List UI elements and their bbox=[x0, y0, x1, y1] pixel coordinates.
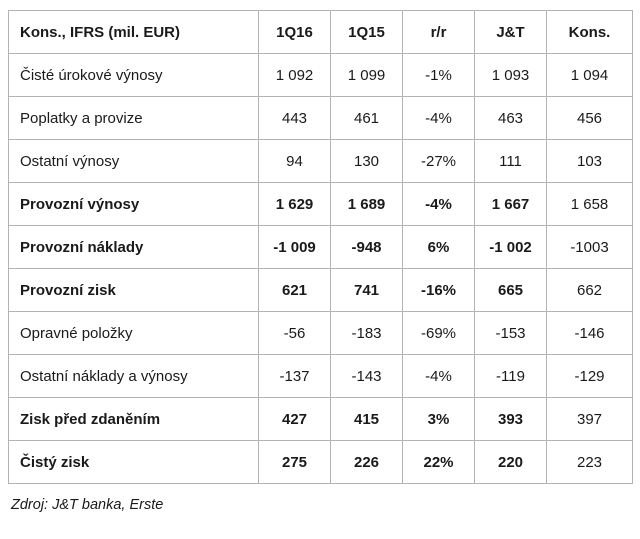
row-label: Provozní výnosy bbox=[8, 182, 259, 226]
table-row: Čistý zisk 275 226 22% 220 223 bbox=[8, 440, 633, 484]
cell-value: -1003 bbox=[546, 225, 633, 269]
row-label: Čistý zisk bbox=[8, 440, 259, 484]
cell-value: 275 bbox=[258, 440, 331, 484]
table-row: Provozní náklady -1 009 -948 6% -1 002 -… bbox=[8, 225, 633, 269]
cell-value: -153 bbox=[474, 311, 547, 355]
cell-value: 621 bbox=[258, 268, 331, 312]
cell-value: -119 bbox=[474, 354, 547, 398]
table-row: Provozní výnosy 1 629 1 689 -4% 1 667 1 … bbox=[8, 182, 633, 226]
header-cell-label: Kons., IFRS (mil. EUR) bbox=[8, 10, 259, 54]
cell-value: 662 bbox=[546, 268, 633, 312]
row-label: Ostatní výnosy bbox=[8, 139, 259, 183]
cell-value: 1 658 bbox=[546, 182, 633, 226]
cell-value: 1 689 bbox=[330, 182, 403, 226]
cell-value: 226 bbox=[330, 440, 403, 484]
cell-value: 223 bbox=[546, 440, 633, 484]
cell-value: -16% bbox=[402, 268, 475, 312]
table-row: Poplatky a provize 443 461 -4% 463 456 bbox=[8, 96, 633, 140]
cell-value: 456 bbox=[546, 96, 633, 140]
row-label: Čisté úrokové výnosy bbox=[8, 53, 259, 97]
cell-value: 1 667 bbox=[474, 182, 547, 226]
cell-value: 1 099 bbox=[330, 53, 403, 97]
table-row: Opravné položky -56 -183 -69% -153 -146 bbox=[8, 311, 633, 355]
table-row: Zisk před zdaněním 427 415 3% 393 397 bbox=[8, 397, 633, 441]
cell-value: 665 bbox=[474, 268, 547, 312]
row-label: Ostatní náklady a výnosy bbox=[8, 354, 259, 398]
cell-value: 741 bbox=[330, 268, 403, 312]
cell-value: 130 bbox=[330, 139, 403, 183]
cell-value: 1 629 bbox=[258, 182, 331, 226]
cell-value: 1 093 bbox=[474, 53, 547, 97]
row-label: Provozní náklady bbox=[8, 225, 259, 269]
cell-value: -129 bbox=[546, 354, 633, 398]
row-label: Provozní zisk bbox=[8, 268, 259, 312]
cell-value: 463 bbox=[474, 96, 547, 140]
cell-value: -183 bbox=[330, 311, 403, 355]
cell-value: -146 bbox=[546, 311, 633, 355]
cell-value: 1 094 bbox=[546, 53, 633, 97]
cell-value: 6% bbox=[402, 225, 475, 269]
cell-value: 415 bbox=[330, 397, 403, 441]
header-cell-jt: J&T bbox=[474, 10, 547, 54]
cell-value: 1 092 bbox=[258, 53, 331, 97]
table-row: Ostatní výnosy 94 130 -27% 111 103 bbox=[8, 139, 633, 183]
header-cell-1q15: 1Q15 bbox=[330, 10, 403, 54]
cell-value: -4% bbox=[402, 354, 475, 398]
cell-value: 220 bbox=[474, 440, 547, 484]
table-header-row: Kons., IFRS (mil. EUR) 1Q16 1Q15 r/r J&T… bbox=[8, 10, 633, 54]
cell-value: -27% bbox=[402, 139, 475, 183]
cell-value: -69% bbox=[402, 311, 475, 355]
cell-value: -948 bbox=[330, 225, 403, 269]
row-label: Opravné položky bbox=[8, 311, 259, 355]
source-note: Zdroj: J&T banka, Erste bbox=[11, 497, 164, 513]
row-label: Poplatky a provize bbox=[8, 96, 259, 140]
cell-value: 427 bbox=[258, 397, 331, 441]
cell-value: 393 bbox=[474, 397, 547, 441]
cell-value: 443 bbox=[258, 96, 331, 140]
cell-value: -56 bbox=[258, 311, 331, 355]
cell-value: 3% bbox=[402, 397, 475, 441]
cell-value: -1 002 bbox=[474, 225, 547, 269]
table-row: Čisté úrokové výnosy 1 092 1 099 -1% 1 0… bbox=[8, 53, 633, 97]
row-label: Zisk před zdaněním bbox=[8, 397, 259, 441]
cell-value: -4% bbox=[402, 182, 475, 226]
cell-value: 22% bbox=[402, 440, 475, 484]
cell-value: -143 bbox=[330, 354, 403, 398]
cell-value: -1% bbox=[402, 53, 475, 97]
cell-value: 103 bbox=[546, 139, 633, 183]
cell-value: -137 bbox=[258, 354, 331, 398]
header-cell-rr: r/r bbox=[402, 10, 475, 54]
cell-value: -1 009 bbox=[258, 225, 331, 269]
table-row: Ostatní náklady a výnosy -137 -143 -4% -… bbox=[8, 354, 633, 398]
cell-value: 461 bbox=[330, 96, 403, 140]
financial-results-table: Kons., IFRS (mil. EUR) 1Q16 1Q15 r/r J&T… bbox=[8, 10, 633, 484]
cell-value: 94 bbox=[258, 139, 331, 183]
cell-value: 111 bbox=[474, 139, 547, 183]
cell-value: 397 bbox=[546, 397, 633, 441]
cell-value: -4% bbox=[402, 96, 475, 140]
table-row: Provozní zisk 621 741 -16% 665 662 bbox=[8, 268, 633, 312]
header-cell-1q16: 1Q16 bbox=[258, 10, 331, 54]
header-cell-kons: Kons. bbox=[546, 10, 633, 54]
